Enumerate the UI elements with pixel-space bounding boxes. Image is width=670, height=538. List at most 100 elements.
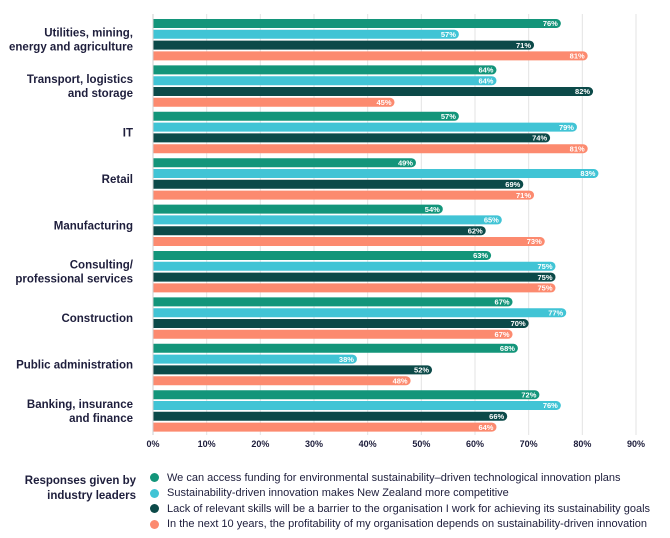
legend-item: Sustainability-driven innovation makes N… [150, 486, 650, 502]
bar [153, 111, 459, 121]
bar-value-label: 64% [478, 76, 493, 85]
bar [153, 390, 540, 400]
bar-value-label: 63% [473, 251, 488, 260]
bar-value-label: 67% [495, 330, 510, 339]
bar-value-label: 64% [478, 66, 493, 75]
bar [153, 76, 497, 86]
bar [153, 226, 486, 236]
bar [153, 29, 459, 39]
bar [153, 40, 535, 50]
bar-value-label: 62% [468, 226, 483, 235]
legend-items: We can access funding for environmental … [150, 470, 650, 532]
bar-value-label: 73% [527, 237, 542, 246]
bar-value-label: 57% [441, 30, 456, 39]
bar [153, 376, 411, 386]
bar-value-label: 76% [543, 19, 558, 28]
bar [153, 261, 556, 271]
bar [153, 179, 524, 189]
legend-label: Sustainability-driven innovation makes N… [167, 487, 509, 500]
bar [153, 343, 518, 353]
bar-value-label: 57% [441, 112, 456, 121]
bar-value-label: 45% [376, 98, 391, 107]
bar [153, 297, 513, 307]
bar-value-label: 77% [548, 308, 563, 317]
x-tick-label: 30% [305, 439, 323, 449]
bar-value-label: 65% [484, 216, 499, 225]
legend-label: In the next 10 years, the profitability … [167, 518, 648, 531]
bar [153, 329, 513, 339]
bar-value-label: 68% [500, 344, 515, 353]
category-label: IT [123, 128, 133, 140]
legend-swatch [150, 504, 159, 514]
bar [153, 158, 416, 168]
legend-label: Lack of relevant skills will be a barrie… [167, 502, 651, 515]
legend-label: We can access funding for environmental … [167, 471, 621, 484]
bar [153, 97, 395, 107]
legend-item: We can access funding for environmental … [150, 470, 650, 486]
bar [153, 401, 561, 410]
category-label: Consulting/professional services [15, 260, 133, 286]
bar-value-label: 75% [537, 262, 552, 271]
bar [153, 65, 497, 75]
bar-value-label: 64% [478, 423, 493, 432]
x-tick-label: 60% [466, 439, 484, 449]
bar [153, 87, 594, 96]
bar [153, 272, 556, 282]
bar [153, 204, 443, 214]
x-tick-label: 0% [146, 439, 159, 449]
bar [153, 308, 567, 318]
legend-item: Lack of relevant skills will be a barrie… [150, 501, 650, 517]
bar-value-label: 52% [414, 366, 429, 375]
bar-value-label: 82% [575, 87, 590, 96]
x-tick-label: 70% [520, 439, 538, 449]
legend-swatch [150, 473, 159, 483]
legend: Responses given by industry leaders We c… [0, 466, 670, 536]
bar-value-label: 75% [537, 273, 552, 282]
bar-value-label: 71% [516, 191, 531, 200]
category-label: Manufacturing [54, 220, 133, 232]
bar-value-label: 54% [425, 205, 440, 214]
bar-value-label: 67% [495, 298, 510, 307]
legend-item: In the next 10 years, the profitability … [150, 517, 650, 533]
bar [153, 365, 433, 375]
bar [153, 422, 497, 432]
bar [153, 51, 588, 61]
bar-value-label: 75% [537, 284, 552, 293]
category-label: Public administration [16, 360, 133, 372]
bar [153, 411, 508, 421]
bar-chart: 76% 57% 71% 81% Utilities, mining, energy and… [9, 14, 645, 449]
x-tick-label: 80% [573, 439, 591, 449]
category-label: Construction [61, 313, 133, 325]
category-label: Banking, insurance and finance [27, 399, 133, 425]
category-label: Transport, logistics and storage [27, 74, 133, 100]
bar-value-label: 83% [580, 169, 595, 178]
bar [153, 319, 529, 328]
bar-value-label: 69% [505, 180, 520, 189]
bar-value-label: 79% [559, 123, 574, 132]
bar-value-label: 81% [570, 144, 585, 153]
legend-swatch [150, 488, 159, 498]
bar [153, 122, 577, 132]
bar-value-label: 48% [393, 376, 408, 385]
legend-swatch [150, 519, 159, 529]
bar-value-label: 74% [532, 134, 547, 143]
bar-value-label: 49% [398, 158, 413, 167]
bar [153, 237, 545, 246]
category-label: Retail [102, 174, 133, 186]
bar [153, 354, 357, 364]
bar-value-label: 71% [516, 41, 531, 50]
x-tick-label: 50% [412, 439, 430, 449]
bar [153, 251, 492, 260]
bar-value-label: 76% [543, 401, 558, 410]
bar [153, 215, 502, 225]
bar [153, 190, 535, 200]
bar-value-label: 72% [521, 390, 536, 399]
category-label: Utilities, mining, energy and agriculture [9, 28, 133, 54]
x-tick-label: 10% [198, 439, 216, 449]
bar [153, 283, 556, 293]
bar [153, 169, 599, 178]
bar-value-label: 70% [511, 319, 526, 328]
legend-title: Responses given by industry leaders [24, 475, 136, 502]
bar [153, 144, 588, 154]
x-tick-label: 20% [251, 439, 269, 449]
